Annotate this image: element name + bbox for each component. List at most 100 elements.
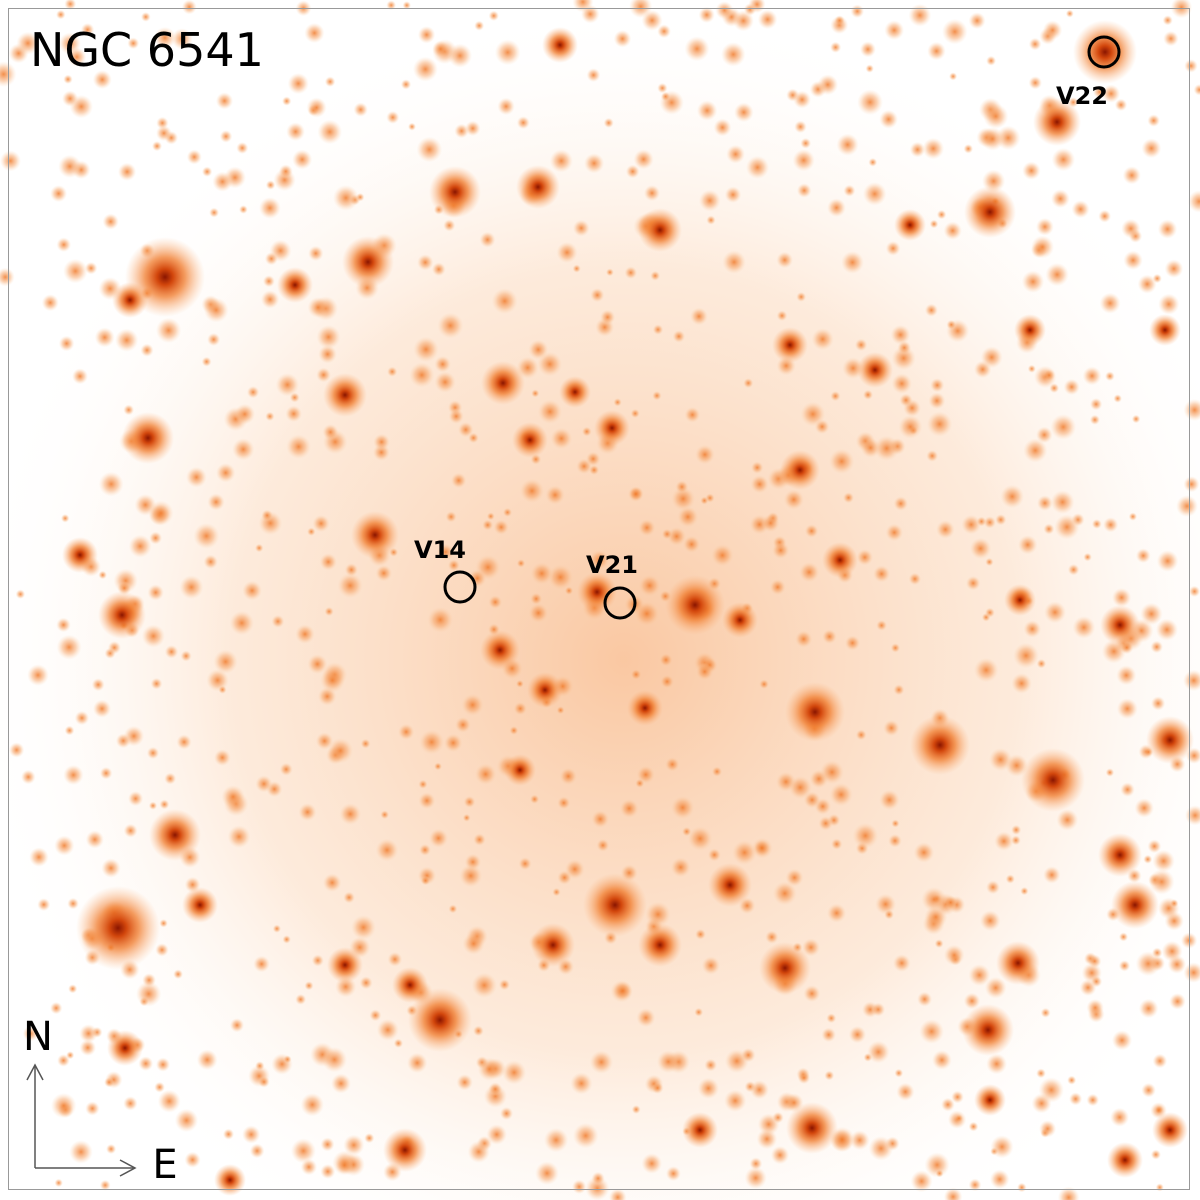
star	[1089, 398, 1103, 411]
star	[1045, 262, 1069, 287]
star	[0, 267, 15, 287]
star	[926, 449, 939, 462]
star	[164, 645, 179, 659]
star	[1101, 639, 1126, 664]
star	[780, 450, 820, 490]
star	[307, 297, 329, 318]
star	[708, 863, 752, 907]
star	[585, 451, 601, 467]
star	[127, 37, 140, 50]
star	[465, 120, 481, 137]
star	[277, 267, 313, 303]
star	[594, 410, 630, 446]
star	[364, 1133, 375, 1144]
star	[1148, 869, 1175, 895]
star	[64, 725, 75, 736]
star	[295, 993, 307, 1005]
star	[486, 1124, 508, 1145]
star	[203, 554, 218, 569]
star	[583, 873, 647, 937]
star	[1122, 166, 1141, 185]
star	[577, 572, 617, 612]
star	[519, 478, 545, 504]
star	[750, 475, 769, 494]
star	[1135, 548, 1151, 564]
star	[934, 939, 944, 949]
star	[795, 630, 813, 648]
star	[1086, 1093, 1100, 1107]
star	[983, 516, 996, 529]
star	[351, 511, 399, 559]
star	[1023, 620, 1042, 638]
star	[320, 667, 345, 693]
star	[1083, 552, 1092, 562]
star	[962, 1004, 1014, 1056]
star	[559, 376, 591, 408]
star	[776, 251, 793, 269]
star	[926, 411, 953, 437]
star	[0, 150, 21, 172]
star	[529, 794, 540, 804]
star	[498, 979, 511, 991]
star	[695, 928, 706, 940]
star	[1138, 998, 1159, 1019]
star	[76, 886, 160, 970]
star	[212, 171, 233, 192]
star	[419, 729, 445, 755]
star	[58, 154, 82, 178]
star	[1150, 696, 1166, 711]
star	[848, 1025, 867, 1044]
star	[1111, 1030, 1133, 1051]
star	[671, 486, 696, 511]
star	[433, 762, 443, 771]
star	[311, 954, 324, 967]
star	[994, 831, 1014, 851]
star	[209, 207, 220, 218]
star	[482, 519, 494, 531]
compass-north: N	[23, 1014, 53, 1060]
star	[910, 1170, 933, 1193]
star	[282, 96, 292, 106]
star	[968, 1178, 982, 1192]
star	[590, 288, 605, 303]
star	[759, 679, 770, 690]
star	[572, 219, 590, 237]
star	[447, 559, 460, 572]
star	[661, 528, 673, 540]
star	[885, 241, 901, 256]
star	[875, 893, 897, 915]
star	[613, 30, 632, 48]
star	[772, 881, 797, 906]
star	[67, 897, 79, 910]
star	[63, 258, 88, 284]
star	[572, 1122, 599, 1149]
star	[943, 944, 965, 966]
star	[603, 117, 614, 128]
star	[254, 1061, 265, 1071]
star	[908, 3, 932, 27]
star	[360, 738, 371, 749]
star	[242, 1125, 261, 1144]
star	[128, 534, 152, 558]
star	[1100, 605, 1140, 645]
star	[572, 264, 581, 273]
star	[123, 404, 135, 416]
star	[429, 166, 481, 218]
star	[545, 485, 565, 505]
star	[513, 701, 528, 716]
star	[891, 346, 916, 371]
star	[509, 725, 519, 736]
star	[821, 1027, 836, 1043]
star	[657, 82, 668, 94]
star	[684, 36, 710, 62]
star	[965, 575, 981, 591]
star	[793, 90, 811, 109]
star	[591, 1171, 605, 1186]
star	[486, 512, 495, 521]
star	[386, 110, 400, 124]
star	[327, 738, 354, 764]
star	[63, 74, 73, 85]
star	[407, 1052, 428, 1074]
star	[1112, 588, 1132, 608]
star	[213, 649, 238, 674]
